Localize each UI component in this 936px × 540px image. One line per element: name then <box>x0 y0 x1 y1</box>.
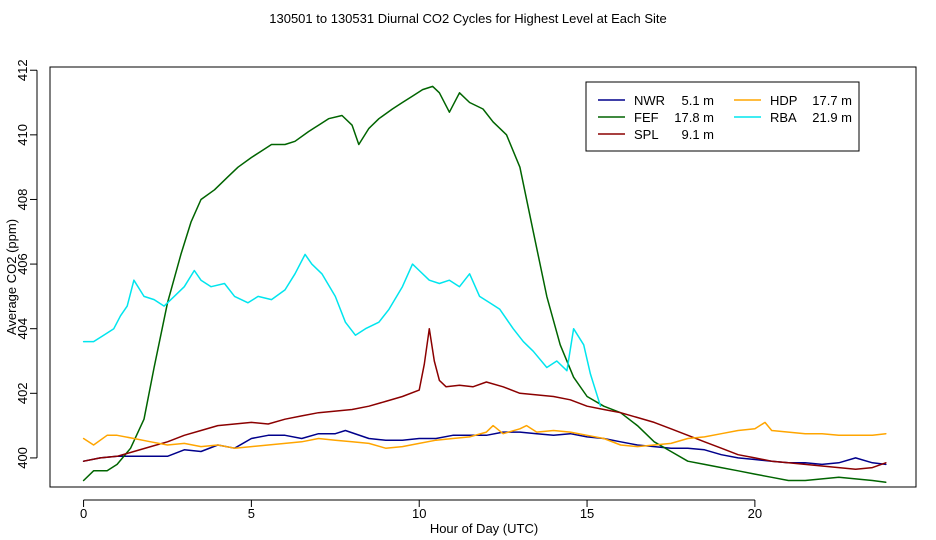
y-axis: 400 402 404 406 408 410 412 <box>15 59 38 469</box>
legend-height-spl: 9.1 m <box>681 127 714 142</box>
x-tick-label: 15 <box>580 506 594 521</box>
y-tick-label: 404 <box>15 318 30 340</box>
x-tick-label: 10 <box>412 506 426 521</box>
series-line-hdp <box>82 421 887 449</box>
x-axis: 0 5 10 15 20 <box>80 499 762 521</box>
y-tick-label: 406 <box>15 253 30 275</box>
legend-name-spl: SPL <box>634 127 659 142</box>
x-axis-label: Hour of Day (UTC) <box>430 521 538 536</box>
series-line-spl <box>82 327 887 470</box>
x-tick-label: 20 <box>748 506 762 521</box>
y-tick-label: 402 <box>15 382 30 404</box>
legend-height-nwr: 5.1 m <box>681 93 714 108</box>
legend-height-hdp: 17.7 m <box>812 93 852 108</box>
series-layer <box>82 85 887 483</box>
legend: NWR 5.1 m FEF 17.8 m SPL 9.1 m HDP 17.7 m RBA 21.… <box>585 81 860 152</box>
y-axis-label: Average CO2 (ppm) <box>4 219 19 335</box>
legend-name-fef: FEF <box>634 110 659 125</box>
y-tick-label: 400 <box>15 447 30 469</box>
x-tick-label: 5 <box>248 506 255 521</box>
series-line-fef <box>82 85 887 483</box>
x-tick-label: 0 <box>80 506 87 521</box>
legend-name-nwr: NWR <box>634 93 665 108</box>
plot-frame <box>49 66 917 488</box>
legend-box <box>585 81 860 152</box>
series-line-rba <box>82 253 602 407</box>
legend-height-fef: 17.8 m <box>674 110 714 125</box>
y-tick-label: 410 <box>15 124 30 146</box>
legend-name-rba: RBA <box>770 110 797 125</box>
y-tick-label: 408 <box>15 189 30 211</box>
chart-title: 130501 to 130531 Diurnal CO2 Cycles for … <box>269 11 666 26</box>
legend-height-rba: 21.9 m <box>812 110 852 125</box>
y-tick-label: 412 <box>15 59 30 81</box>
legend-name-hdp: HDP <box>770 93 797 108</box>
